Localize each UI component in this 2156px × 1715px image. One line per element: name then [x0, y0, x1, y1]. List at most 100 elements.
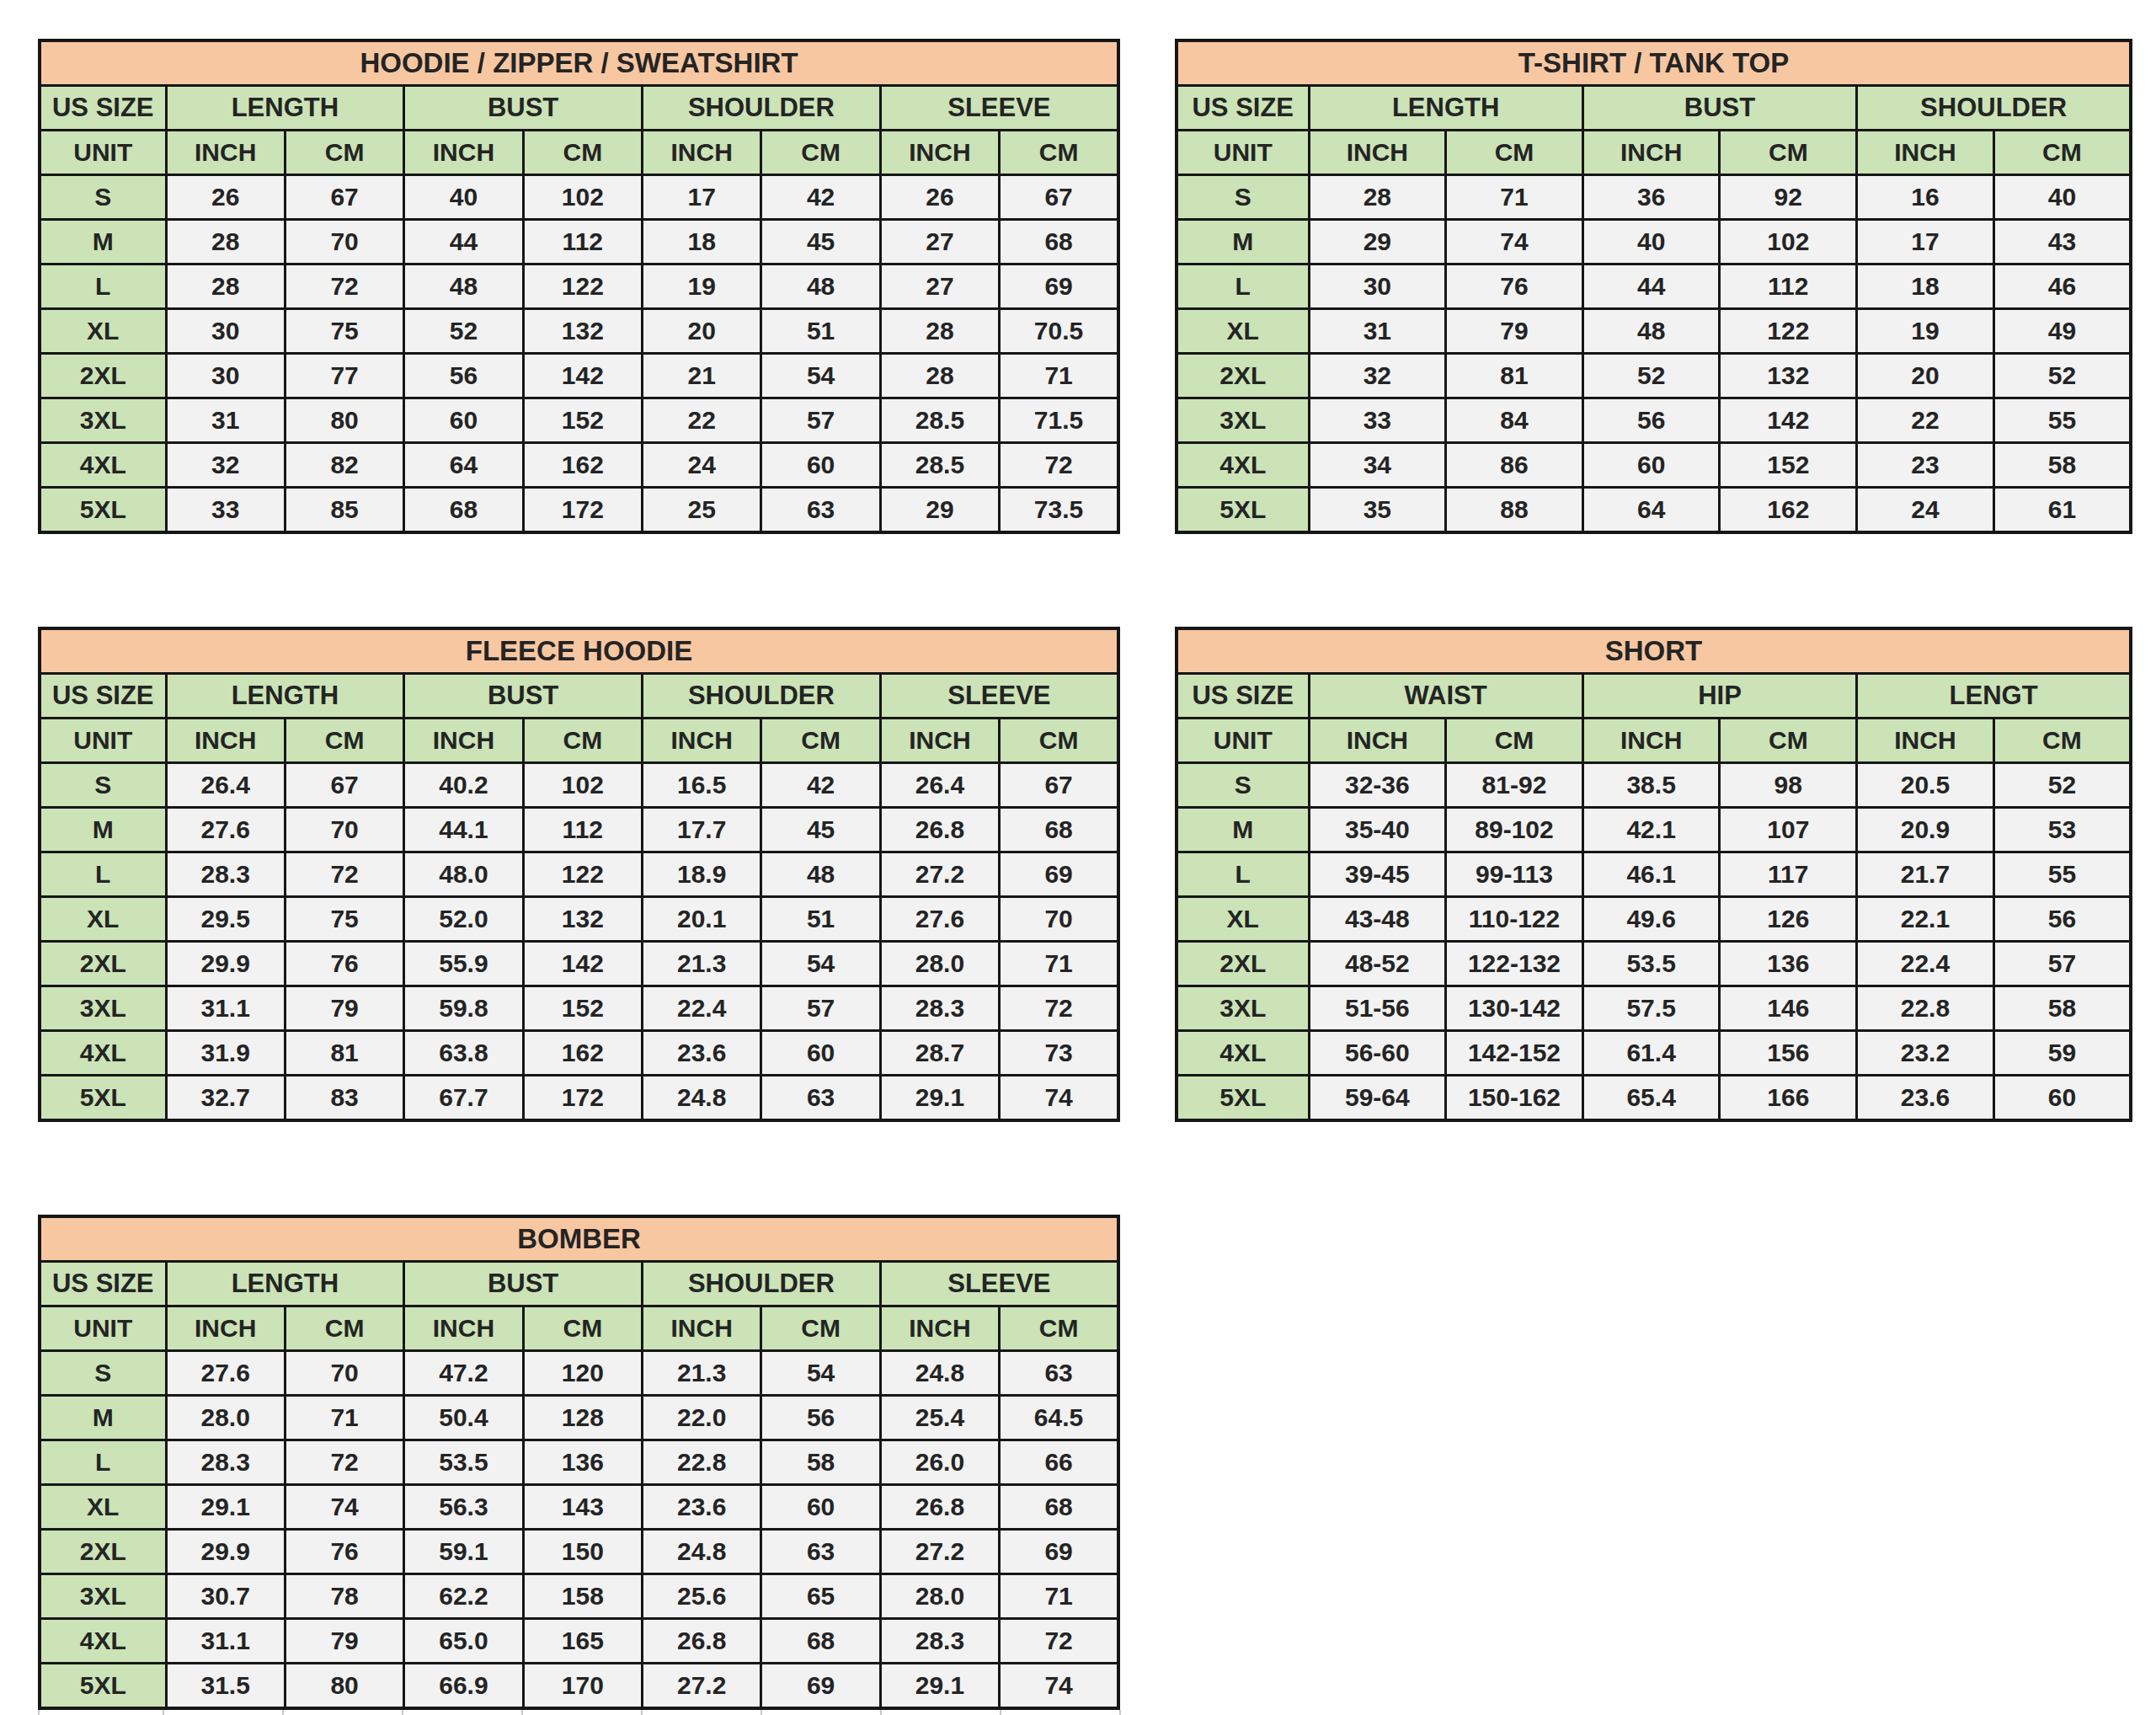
size-label: L: [1177, 264, 1309, 309]
measurement-cell: 126: [1720, 897, 1857, 942]
measurement-cell: 67: [1000, 175, 1118, 220]
measurement-cell: 107: [1720, 808, 1857, 852]
inch-header: INCH: [404, 131, 523, 175]
measurement-cell: 56: [1993, 897, 2131, 942]
inch-header: INCH: [1857, 131, 1994, 175]
measurement-cell: 156: [1720, 1031, 1857, 1076]
table-title: T-SHIRT / TANK TOP: [1177, 40, 2131, 86]
cm-header: CM: [761, 719, 880, 763]
measurement-cell: 53: [1993, 808, 2131, 852]
measurement-cell: 60: [1993, 1076, 2131, 1121]
measurement-cell: 32: [1309, 354, 1446, 398]
measurement-cell: 122: [523, 852, 642, 897]
measurement-cell: 67: [285, 175, 403, 220]
measurement-cell: 23.6: [1857, 1076, 1994, 1121]
size-row-3xl: 3XL51-56130-14257.514622.858: [1177, 986, 2131, 1031]
measure-header-waist: WAIST: [1309, 674, 1582, 719]
measurement-cell: 59: [1993, 1031, 2131, 1076]
size-row-5xl: 5XL32.78367.717224.86329.174: [40, 1076, 1118, 1121]
measurement-cell: 72: [285, 264, 403, 309]
measurement-cell: 18.9: [643, 852, 761, 897]
measurement-cell: 23.2: [1857, 1031, 1994, 1076]
empty-spreadsheet-row: [38, 1710, 1120, 1715]
cm-header: CM: [1446, 131, 1583, 175]
measurement-cell: 70: [285, 808, 403, 852]
measurement-cell: 162: [523, 1031, 642, 1076]
size-label: M: [1177, 220, 1309, 264]
measurement-cell: 18: [1857, 264, 1994, 309]
measurement-cell: 69: [761, 1664, 880, 1709]
measure-header-length: LENGTH: [166, 86, 404, 131]
measurement-cell: 143: [523, 1485, 642, 1530]
measurement-cell: 31.1: [166, 986, 285, 1031]
measurement-cell: 84: [1446, 398, 1583, 443]
inch-header: INCH: [166, 1306, 285, 1351]
measurement-cell: 22: [1857, 398, 1994, 443]
measurement-cell: 21.3: [643, 942, 761, 986]
measurement-cell: 19: [643, 264, 761, 309]
measurement-cell: 27.6: [166, 808, 285, 852]
size-table-bomber: BOMBERUS SIZELENGTHBUSTSHOULDERSLEEVEUNI…: [38, 1215, 1120, 1710]
measurement-cell: 170: [523, 1664, 642, 1709]
measurement-cell: 40: [1582, 220, 1720, 264]
measurement-cell: 50.4: [404, 1396, 523, 1440]
measurement-cell: 63: [1000, 1351, 1118, 1396]
cm-header: CM: [523, 1306, 642, 1351]
measurement-cell: 46.1: [1582, 852, 1720, 897]
measurement-cell: 72: [1000, 986, 1118, 1031]
measurement-cell: 26.8: [880, 1485, 999, 1530]
size-row-3xl: 3XL31.17959.815222.45728.372: [40, 986, 1118, 1031]
measurement-cell: 132: [523, 897, 642, 942]
measurement-cell: 75: [285, 309, 403, 354]
cm-header: CM: [1993, 131, 2131, 175]
cm-header: CM: [285, 719, 403, 763]
measurement-cell: 55.9: [404, 942, 523, 986]
measurement-cell: 152: [1720, 443, 1857, 488]
measurement-cell: 42: [761, 175, 880, 220]
size-row-3xl: 3XL318060152225728.571.5: [40, 398, 1118, 443]
measurement-cell: 150: [523, 1530, 642, 1574]
measurement-cell: 58: [1993, 443, 2131, 488]
table-title: FLEECE HOODIE: [40, 628, 1118, 674]
measurement-cell: 27.2: [643, 1664, 761, 1709]
measurement-cell: 57: [1993, 942, 2131, 986]
measurement-cell: 28: [1309, 175, 1446, 220]
measurement-cell: 23: [1857, 443, 1994, 488]
measurement-cell: 65.4: [1582, 1076, 1720, 1121]
size-label: M: [40, 808, 166, 852]
measurement-cell: 102: [1720, 220, 1857, 264]
measurement-cell: 32: [166, 443, 285, 488]
measurement-cell: 59-64: [1309, 1076, 1446, 1121]
measurement-cell: 117: [1720, 852, 1857, 897]
measurement-cell: 70: [1000, 897, 1118, 942]
size-label: L: [40, 264, 166, 309]
measurement-cell: 162: [1720, 488, 1857, 533]
measurement-cell: 29: [880, 488, 999, 533]
measurement-cell: 65.0: [404, 1619, 523, 1664]
measurement-cell: 40: [1993, 175, 2131, 220]
measurement-cell: 16.5: [643, 763, 761, 808]
measurement-cell: 73: [1000, 1031, 1118, 1076]
size-label: XL: [40, 1485, 166, 1530]
size-row-5xl: 5XL31.58066.917027.26929.174: [40, 1664, 1118, 1709]
measurement-cell: 79: [1446, 309, 1583, 354]
measurement-cell: 71: [1000, 1574, 1118, 1619]
cm-header: CM: [523, 131, 642, 175]
measurement-cell: 56: [404, 354, 523, 398]
measurement-cell: 28.0: [880, 1574, 999, 1619]
size-label: 2XL: [40, 942, 166, 986]
measurement-cell: 146: [1720, 986, 1857, 1031]
size-label: M: [40, 220, 166, 264]
measurement-cell: 22: [643, 398, 761, 443]
us-size-header: US SIZE: [40, 1262, 166, 1306]
us-size-header: US SIZE: [40, 86, 166, 131]
measurement-cell: 112: [523, 220, 642, 264]
size-row-2xl: 2XL3281521322052: [1177, 354, 2131, 398]
unit-header: UNIT: [40, 131, 166, 175]
size-label: S: [40, 1351, 166, 1396]
measurement-cell: 68: [761, 1619, 880, 1664]
measurement-cell: 26: [166, 175, 285, 220]
measurement-cell: 49: [1993, 309, 2131, 354]
us-size-header: US SIZE: [1177, 86, 1309, 131]
measurement-cell: 29.1: [880, 1664, 999, 1709]
